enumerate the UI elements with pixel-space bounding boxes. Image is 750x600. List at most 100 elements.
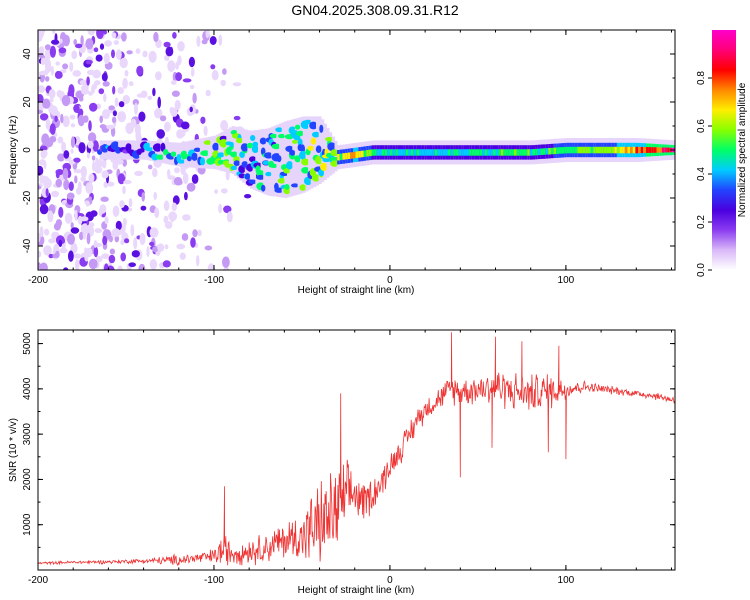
noise-blob: [74, 259, 80, 270]
band-core: [643, 147, 647, 154]
band-core: [640, 146, 644, 154]
noise-blob: [182, 172, 189, 185]
noise-blob: [38, 109, 43, 114]
noise-blob: [148, 50, 157, 63]
noise-blob: [39, 145, 48, 151]
band-core: [471, 149, 475, 156]
noise-blob: [88, 120, 92, 132]
noise-blob: [118, 101, 125, 108]
noise-blob: [85, 59, 93, 65]
noise-blob: [180, 121, 190, 130]
noise-blob: [210, 64, 216, 70]
band-core: [614, 146, 618, 154]
noise-blob: [78, 108, 84, 117]
noise-blob: [102, 235, 108, 246]
noise-blob: [114, 235, 120, 243]
noise-blob: [72, 70, 82, 77]
noise-blob: [173, 176, 183, 186]
noise-blob: [171, 90, 180, 97]
noise-blob: [58, 47, 67, 54]
band-core: [508, 149, 512, 156]
noise-blob: [171, 80, 177, 85]
noise-blob: [104, 40, 112, 47]
noise-blob: [189, 106, 193, 113]
noise-blob: [176, 243, 186, 250]
noise-blob: [122, 158, 127, 167]
band-core: [466, 149, 470, 156]
noise-blob: [86, 76, 90, 86]
spectrogram-ylabel: Frequency (Hz): [8, 116, 19, 185]
noise-blob: [117, 87, 124, 94]
band-core: [593, 146, 597, 154]
noise-blob: [55, 170, 60, 179]
band-blob: [307, 145, 315, 151]
colorbar-tick-label: 0.6: [696, 119, 707, 133]
band-halo: [160, 141, 164, 163]
band-halo: [207, 136, 211, 169]
noise-blob: [200, 116, 206, 125]
noise-blob: [95, 54, 103, 62]
colorbar-tick-label: 0.8: [696, 71, 707, 85]
noise-blob: [47, 210, 54, 223]
snr-ticks: -200 -100 0 100 1000 2000 3000 4000 5000: [22, 330, 675, 586]
colorbar-gradient: [712, 30, 736, 270]
noise-blob: [80, 176, 86, 182]
band-blob: [299, 184, 307, 191]
noise-blob: [164, 244, 169, 250]
noise-blob: [163, 41, 171, 48]
band-core: [543, 148, 546, 155]
noise-blob: [98, 88, 105, 95]
noise-blob: [132, 99, 139, 106]
band-blob: [250, 135, 256, 141]
band-halo: [221, 131, 224, 172]
noise-blob: [153, 31, 159, 43]
band-halo: [234, 126, 238, 177]
noise-blob: [111, 228, 121, 237]
noise-blob: [88, 173, 95, 183]
noise-blob: [170, 213, 175, 223]
band-blob: [310, 137, 316, 145]
band-blob: [203, 140, 212, 145]
noise-blob: [49, 45, 57, 58]
noise-blob: [117, 265, 123, 270]
band-halo: [281, 122, 285, 198]
band-blob: [269, 163, 278, 168]
band-blob: [294, 124, 301, 130]
band-core: [482, 149, 486, 156]
band-core: [582, 146, 586, 154]
noise-blob: [192, 229, 198, 238]
band-core: [474, 149, 478, 156]
noise-blob: [76, 187, 82, 195]
noise-blob: [94, 228, 103, 234]
noise-blob: [189, 84, 195, 90]
band-core: [337, 154, 341, 161]
noise-blob: [135, 130, 142, 142]
band-blob: [271, 143, 282, 150]
band-core: [366, 150, 370, 157]
noise-blob: [117, 173, 126, 185]
noise-blob: [98, 207, 103, 217]
noise-blob: [222, 256, 230, 268]
noise-blob: [108, 254, 116, 264]
noise-blob: [49, 136, 57, 143]
band-core: [616, 146, 620, 154]
noise-blob: [155, 71, 162, 81]
band-core: [598, 146, 602, 154]
band-blob: [152, 143, 163, 152]
noise-blob: [55, 219, 63, 228]
band-blob: [299, 150, 307, 160]
noise-blob: [115, 220, 122, 231]
band-blob: [283, 168, 291, 174]
band-blob: [274, 187, 284, 193]
noise-blob: [68, 181, 74, 191]
noise-blob: [124, 70, 129, 77]
band-core: [368, 149, 372, 157]
band-blob: [177, 159, 186, 164]
noise-blob: [62, 34, 70, 47]
band-core: [569, 146, 573, 154]
noise-blob: [167, 60, 176, 72]
noise-blob: [74, 175, 78, 184]
band-blob: [155, 154, 165, 160]
y-tick-label: 1000: [22, 513, 33, 536]
band-core: [524, 149, 528, 156]
